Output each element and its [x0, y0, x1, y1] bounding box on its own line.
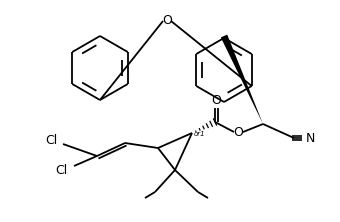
Text: O: O: [211, 94, 221, 107]
Text: O: O: [162, 14, 172, 26]
Text: Cl: Cl: [45, 133, 57, 147]
Polygon shape: [221, 35, 263, 124]
Text: Cl: Cl: [56, 163, 68, 176]
Text: or1: or1: [194, 131, 206, 137]
Text: O: O: [233, 125, 243, 139]
Text: N: N: [306, 131, 316, 145]
